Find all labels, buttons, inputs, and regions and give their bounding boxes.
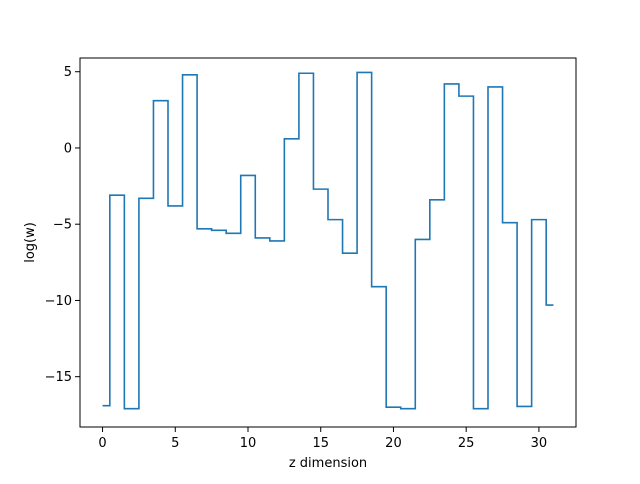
x-axis-label: z dimension	[289, 456, 367, 471]
x-axis: 0 5 10 15 20 25 30	[98, 427, 547, 451]
y-tick-label: 5	[64, 65, 72, 80]
x-tick-label: 30	[531, 436, 548, 451]
plot-area	[102, 71, 554, 410]
series-step-line	[102, 71, 554, 410]
x-tick-label: 20	[385, 436, 402, 451]
x-tick-label: 10	[240, 436, 257, 451]
x-tick-label: 15	[312, 436, 329, 451]
y-axis-label: log(w)	[23, 222, 38, 263]
y-axis: 5 0 −5 −10 −15	[45, 65, 80, 385]
axes-frame	[79, 57, 577, 428]
y-tick-label: −15	[45, 370, 72, 385]
x-tick-label: 25	[458, 436, 475, 451]
y-tick-label: −5	[53, 218, 72, 233]
x-tick-label: 5	[171, 436, 179, 451]
y-tick-label: −10	[45, 294, 72, 309]
x-tick-label: 0	[98, 436, 106, 451]
y-tick-label: 0	[64, 141, 72, 156]
